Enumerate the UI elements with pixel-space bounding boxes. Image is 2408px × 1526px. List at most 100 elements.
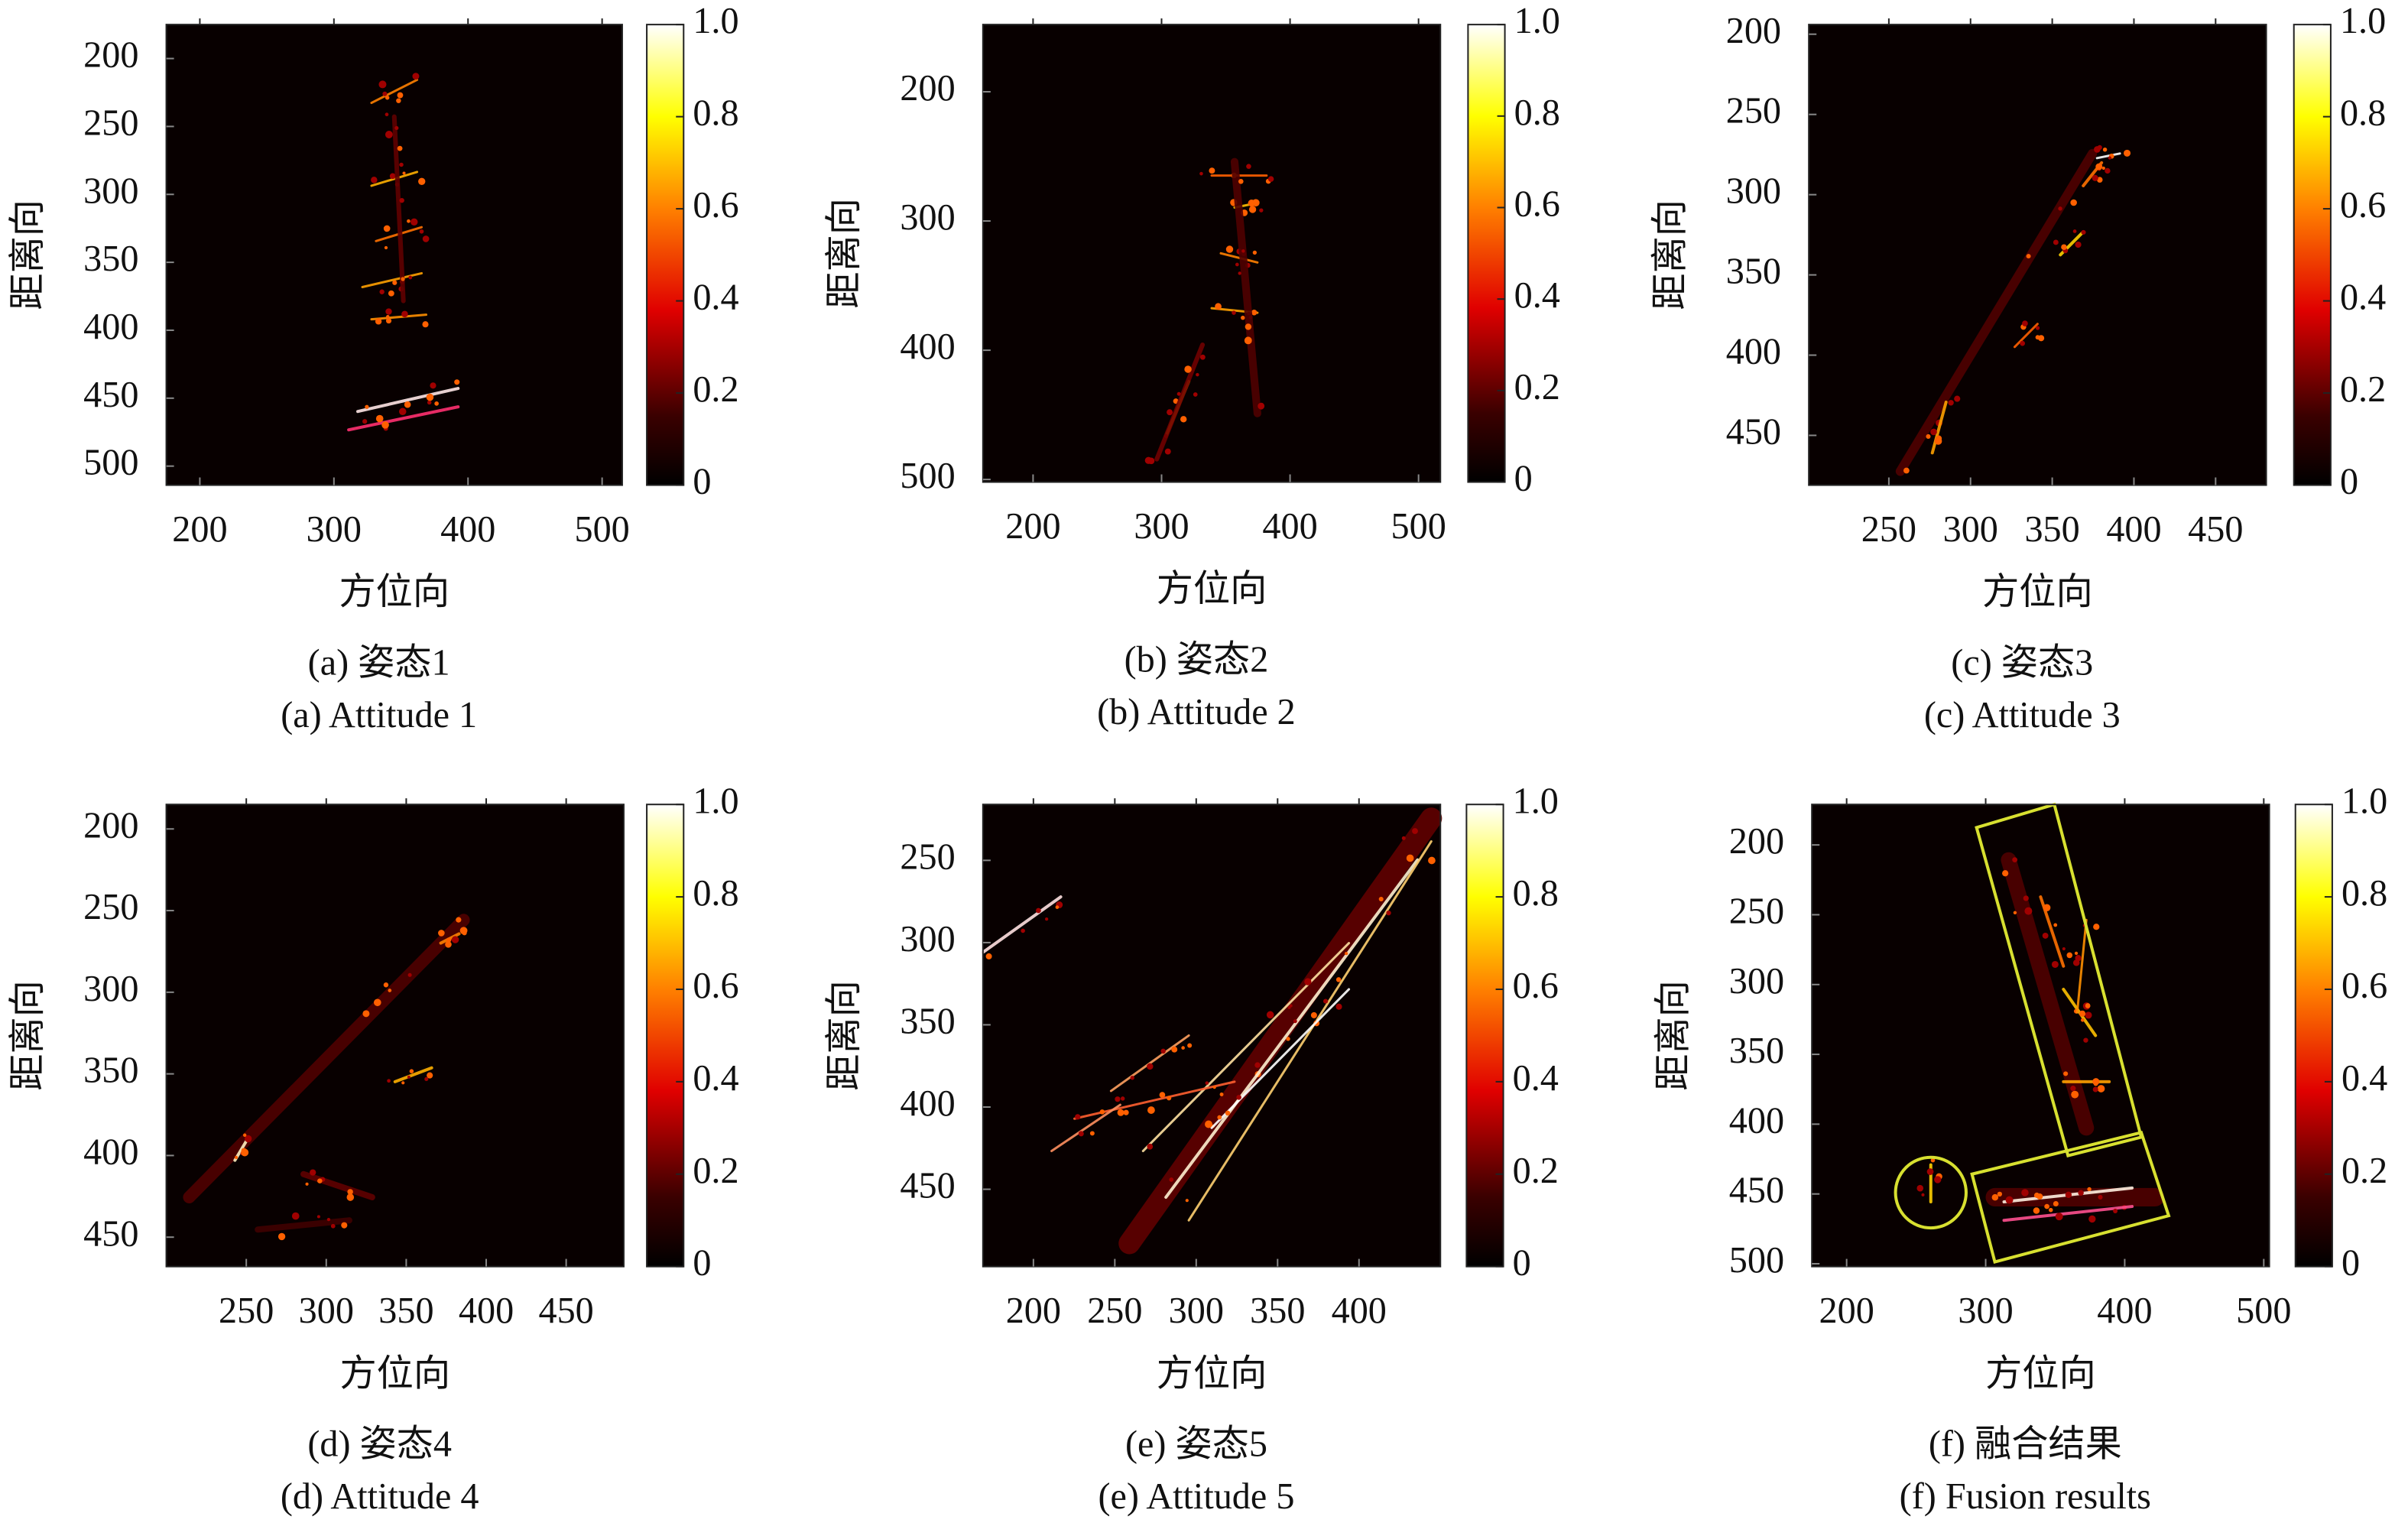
scatter-dot <box>346 1193 355 1201</box>
scatter-dot <box>2078 1190 2084 1196</box>
scatter-dot <box>1193 392 1198 397</box>
x-tick-label: 350 <box>1250 1291 1305 1331</box>
scatter-dot <box>422 321 429 328</box>
caption: (c) 姿态3 <box>1951 643 2093 683</box>
scatter-dot <box>1225 1110 1231 1116</box>
y-tick-label: 200 <box>900 68 955 109</box>
caption-en: (a) Attitude 1 <box>281 695 477 735</box>
scatter-streak <box>1210 988 1351 1129</box>
colorbar-tick-label: 1.0 <box>2341 781 2387 821</box>
x-tick-label: 300 <box>1134 506 1189 547</box>
scatter-dot <box>1159 1092 1166 1098</box>
scatter-dot <box>389 173 396 180</box>
scatter-dot <box>1245 323 1252 330</box>
colorbar-tick-label: 0.6 <box>2340 185 2386 226</box>
scatter-dot <box>1147 1106 1155 1114</box>
colorbar-tick-label: 0.2 <box>1513 1151 1559 1191</box>
scatter-dot <box>1164 448 1171 455</box>
scatter-dot <box>1089 1131 1095 1136</box>
scatter-dot <box>427 1072 433 1079</box>
scatter-streak <box>300 1170 375 1200</box>
scatter-dot <box>2094 146 2101 153</box>
annotation-box <box>1970 1130 2171 1265</box>
scatter-dot <box>1212 1086 1216 1089</box>
scatter-streak <box>347 405 460 432</box>
scatter-dot <box>1378 896 1384 902</box>
scatter-dot <box>409 1069 414 1073</box>
scatter-dot <box>1147 1063 1154 1070</box>
scatter-dot <box>2066 952 2073 959</box>
scatter-dot <box>1335 1003 1342 1010</box>
scatter-dot <box>385 317 392 324</box>
y-tick-label: 350 <box>900 1002 955 1042</box>
scatter-dot <box>1045 917 1049 921</box>
scatter-dot <box>2063 1071 2069 1076</box>
colorbar-tick-label: 0.4 <box>2340 278 2386 318</box>
scatter-dot <box>1185 1199 1189 1203</box>
scatter-dot <box>383 982 389 988</box>
x-tick-label: 450 <box>538 1291 593 1331</box>
caption-en: (c) Attitude 3 <box>1924 695 2121 735</box>
scatter-dot <box>1123 1109 1129 1115</box>
scatter-dot <box>422 235 430 242</box>
y-tick-label: 200 <box>83 805 138 846</box>
heatmap-image <box>982 804 1441 1267</box>
scatter-dot <box>326 1217 331 1222</box>
x-tick-label: 400 <box>1262 506 1317 547</box>
caption: (f) 融合结果 <box>1929 1424 2122 1465</box>
scatter-dot <box>1428 856 1436 865</box>
heatmap-image <box>166 804 624 1267</box>
scatter-dot <box>1258 402 1265 410</box>
colorbar-tick-label: 0.4 <box>693 278 738 318</box>
scatter-dot <box>2024 907 2033 915</box>
scatter-dot <box>316 1215 320 1219</box>
colorbar-tick-label: 0.8 <box>693 93 738 134</box>
scatter-dot <box>2088 1215 2096 1223</box>
scatter-dot <box>2092 174 2098 181</box>
panel: 200 300 400 500 200 250 300 350 400 450 500 方位向 距离向 (… <box>1653 781 2388 1517</box>
scatter-dot <box>1289 1004 1293 1008</box>
scatter-streak <box>2001 852 2095 1136</box>
scatter-dot <box>277 1232 286 1241</box>
scatter-dot <box>291 1212 300 1220</box>
scatter-streak <box>1230 157 1261 417</box>
colorbar-tick-label: 1.0 <box>693 781 738 821</box>
scatter-dot <box>388 290 394 297</box>
colorbar-tick-label: 0.4 <box>1514 275 1560 316</box>
scatter-dot <box>2079 1010 2086 1017</box>
scatter-dot <box>365 404 369 409</box>
y-tick-label: 400 <box>1726 332 1781 372</box>
panel: 200 300 400 500 200 250 300 350 400 450 500 方位向 距离向 (… <box>8 1 739 735</box>
x-tick-label: 400 <box>2097 1291 2152 1331</box>
x-tick-label: 250 <box>219 1291 274 1331</box>
scatter-dot <box>1205 1120 1212 1128</box>
scatter-dot <box>407 972 412 977</box>
x-axis-label: 方位向 <box>1157 569 1267 609</box>
scatter-dot <box>1167 1096 1172 1101</box>
scatter-dot <box>1293 1019 1297 1024</box>
scatter-dot <box>305 1182 309 1186</box>
scatter-dot <box>1345 952 1348 956</box>
scatter-dot <box>2124 149 2131 157</box>
scatter-dot <box>456 917 462 923</box>
scatter-dot <box>1406 854 1414 862</box>
scatter-dot <box>1147 457 1155 465</box>
y-tick-label: 500 <box>1729 1240 1784 1281</box>
scatter-dot <box>1259 208 1264 213</box>
scatter-dot <box>1169 1177 1174 1182</box>
y-tick-label: 300 <box>1729 961 1784 1002</box>
colorbar-tick-label: 0.4 <box>2341 1058 2387 1099</box>
colorbar-tick-label: 0 <box>2341 1243 2360 1284</box>
scatter-dot <box>1199 171 1203 176</box>
y-tick-label: 300 <box>900 197 955 238</box>
x-axis-label: 方位向 <box>1985 1353 2096 1394</box>
caption-en: (d) Attitude 4 <box>281 1476 479 1517</box>
scatter-dot <box>1241 249 1245 253</box>
scatter-dot <box>2097 1085 2105 1093</box>
scatter-streak <box>255 1217 352 1233</box>
heatmap-image <box>982 24 1441 482</box>
scatter-dot <box>1252 250 1258 255</box>
colorbar <box>1467 24 1506 483</box>
y-tick-label: 250 <box>83 887 138 927</box>
scatter-dot <box>2053 923 2058 927</box>
